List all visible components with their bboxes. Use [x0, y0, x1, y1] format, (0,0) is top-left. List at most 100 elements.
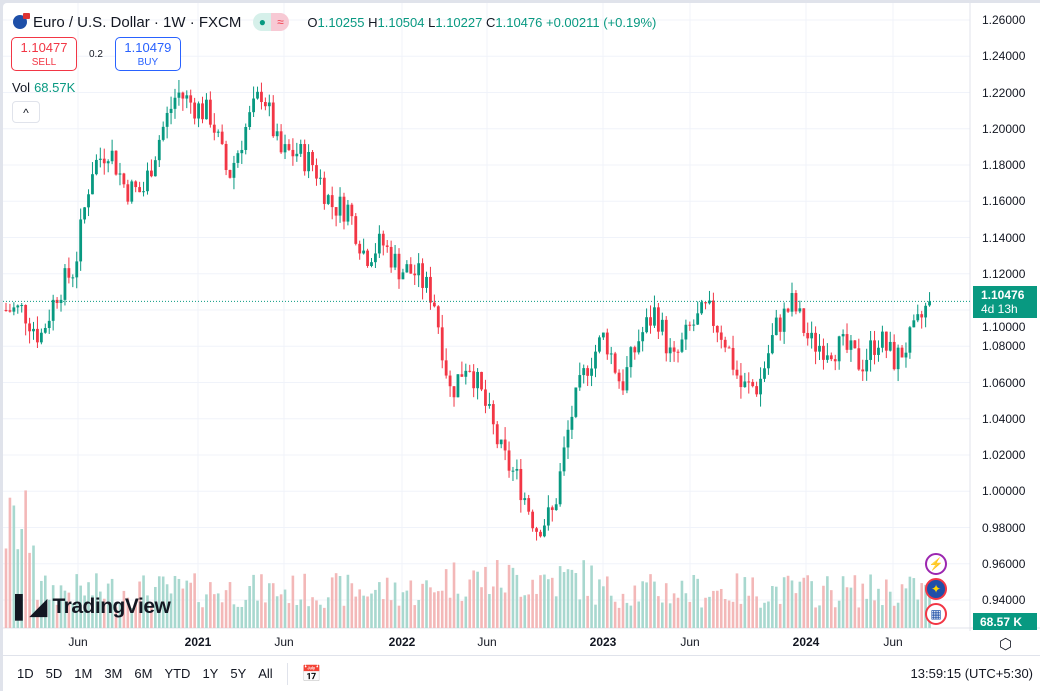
volume-bar — [747, 595, 751, 628]
volume-bar — [55, 604, 59, 628]
settings-icon[interactable]: ⬡ — [999, 636, 1013, 653]
collapse-legend-button[interactable]: ^ — [12, 101, 40, 123]
range-5d[interactable]: 5D — [45, 666, 63, 681]
volume-bar — [535, 593, 538, 628]
candle-body — [719, 332, 723, 340]
buy-button[interactable]: 1.10479 BUY — [114, 37, 181, 71]
volume-bar — [653, 581, 656, 628]
price-tick: 1.02000 — [982, 448, 1026, 462]
volume-bar — [138, 581, 141, 628]
range-ytd[interactable]: YTD — [164, 666, 191, 681]
price-tick: 1.00000 — [982, 484, 1026, 499]
candle-body — [877, 347, 880, 355]
volume-legend: Vol 68.57K — [12, 80, 76, 95]
symbol-title[interactable]: Euro / U.S. Dollar · 1W · FXCM — [33, 13, 242, 31]
volume-bar — [751, 577, 754, 628]
candle-body — [425, 276, 428, 288]
candle-body — [432, 302, 436, 307]
range-3m[interactable]: 3M — [104, 666, 123, 681]
candle-body — [287, 144, 291, 150]
candle-body — [256, 91, 259, 99]
candle-body — [322, 177, 326, 204]
volume-bar — [209, 582, 212, 628]
volume-bar — [146, 595, 149, 628]
market-status[interactable]: ● ≈ — [253, 13, 290, 31]
volume-bar — [4, 548, 8, 628]
candle-body — [892, 341, 896, 370]
range-all[interactable]: All — [258, 666, 273, 681]
volume-bar — [452, 562, 456, 628]
candle-body — [916, 314, 920, 321]
candle-body — [350, 204, 354, 217]
candle-body — [818, 345, 821, 352]
candle-body — [330, 195, 334, 208]
tradingview-logo[interactable]: ▌◢ TradingView — [15, 594, 171, 619]
range-6m[interactable]: 6M — [134, 666, 153, 681]
chart-canvas[interactable] — [3, 3, 1040, 631]
range-1d[interactable]: 1D — [17, 666, 34, 681]
candle-body — [747, 381, 751, 383]
lightning-event-icon[interactable]: ⚡ — [925, 553, 947, 575]
volume-bar — [354, 596, 358, 628]
candle-body — [311, 151, 314, 166]
price-tick: 1.18000 — [982, 158, 1026, 172]
volume-bar — [861, 583, 865, 628]
candle-body — [558, 471, 562, 505]
candle-body — [197, 103, 200, 119]
candle-body — [527, 498, 531, 512]
volume-bar — [169, 593, 173, 628]
candle-body — [566, 429, 570, 448]
volume-bar — [252, 574, 255, 628]
volume-bar — [201, 607, 204, 628]
candle-body — [507, 450, 511, 471]
candle-body — [201, 103, 204, 120]
candle-body — [656, 307, 660, 332]
candle-body — [279, 131, 283, 153]
candle-body — [452, 386, 456, 398]
volume-bar — [79, 585, 82, 628]
candle-body — [326, 195, 330, 204]
candle-body — [271, 102, 275, 137]
candle-body — [605, 332, 609, 355]
candle-body — [342, 196, 346, 222]
volume-tag: 68.57 K — [973, 613, 1037, 630]
volume-bar — [499, 587, 503, 628]
go-to-date-icon[interactable]: 📅 — [301, 665, 322, 683]
volume-bar — [106, 583, 110, 628]
candle-body — [759, 378, 762, 395]
candle-body — [849, 340, 853, 350]
us-event-icon[interactable]: ▦ — [925, 603, 947, 625]
sell-button[interactable]: 1.10477 SELL — [11, 37, 77, 71]
volume-bar — [118, 602, 122, 628]
candle-body — [267, 102, 271, 107]
candle-body — [232, 162, 236, 178]
volume-bar — [495, 560, 499, 628]
candle-body — [189, 95, 193, 103]
candle-body — [920, 314, 924, 318]
candle-body — [786, 308, 790, 312]
candle-body — [727, 347, 731, 349]
candle-body — [252, 98, 255, 113]
candle-body — [609, 353, 613, 355]
volume-bar — [704, 597, 707, 628]
candle-body — [138, 187, 142, 193]
candle-body — [397, 253, 401, 280]
candle-body — [633, 347, 637, 353]
volume-bar — [20, 529, 24, 628]
eu-event-icon[interactable]: ✦ — [925, 578, 947, 600]
price-tick: 1.22000 — [982, 85, 1026, 100]
candle-body — [275, 131, 279, 137]
price-tick: 1.16000 — [982, 194, 1026, 209]
volume-bar — [205, 594, 208, 628]
range-1y[interactable]: 1Y — [202, 666, 219, 681]
candle-body — [118, 173, 122, 175]
volume-bar — [189, 582, 193, 628]
volume-bar — [476, 571, 479, 628]
candle-body — [153, 160, 157, 177]
range-1m[interactable]: 1M — [74, 666, 93, 681]
volume-bar — [826, 576, 829, 628]
range-5y[interactable]: 5Y — [230, 666, 247, 681]
volume-bar — [743, 577, 747, 628]
volume-bar — [311, 597, 314, 628]
clock[interactable]: 13:59:15 (UTC+5:30) — [910, 666, 1033, 681]
